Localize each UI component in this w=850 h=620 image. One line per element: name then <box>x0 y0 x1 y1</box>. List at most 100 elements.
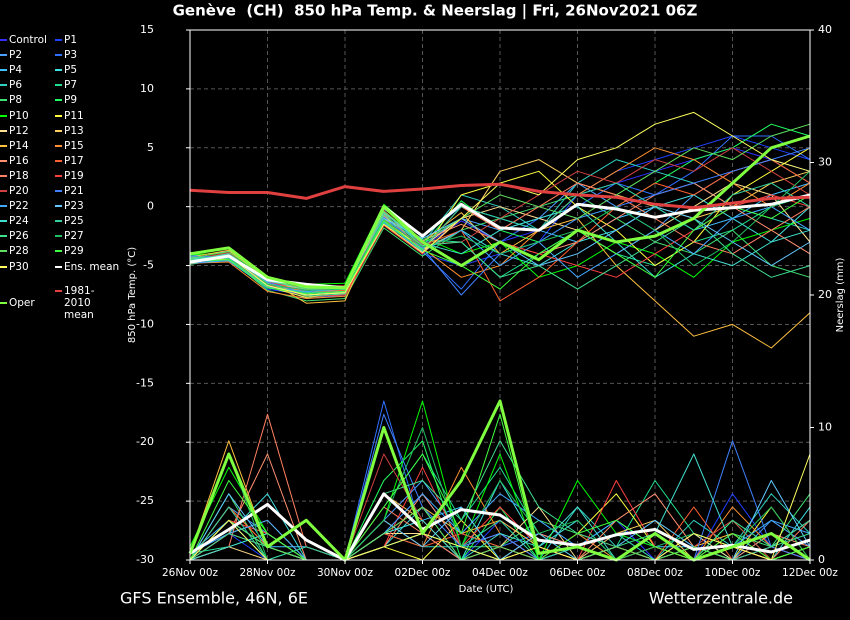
legend-swatch <box>0 265 7 268</box>
legend-item: P11 <box>55 110 121 122</box>
legend-swatch <box>55 54 62 57</box>
legend-item: Ens. mean <box>55 261 121 273</box>
legend-label: P3 <box>64 49 78 62</box>
x-tick-label: 08Dec 00z <box>627 567 683 579</box>
x-tick-label: 28Nov 00z <box>239 567 296 579</box>
legend-label: P26 <box>9 230 29 243</box>
legend-swatch <box>55 144 62 147</box>
legend-label: P10 <box>9 109 29 122</box>
legend-swatch <box>0 144 7 147</box>
legend-label: P2 <box>9 49 23 62</box>
legend-item: P21 <box>55 185 121 197</box>
legend-label: Ens. mean <box>64 260 120 273</box>
y2-tick-label: 40 <box>818 23 832 36</box>
legend-item: Control <box>0 34 66 46</box>
legend-item: P23 <box>55 200 121 212</box>
legend-item: P9 <box>55 94 121 106</box>
precip-line <box>189 413 811 561</box>
x-tick-label: 30Nov 00z <box>317 567 374 579</box>
legend-label: Control <box>9 34 47 46</box>
x-tick-label: 26Nov 00z <box>162 567 219 579</box>
legend-item: P7 <box>55 79 121 91</box>
y-tick-label: -30 <box>136 553 154 566</box>
temp-line <box>189 182 811 294</box>
legend-item: P16 <box>0 155 66 167</box>
legend-label: P12 <box>9 124 29 137</box>
x-tick-label: 12Dec 00z <box>782 567 838 579</box>
legend-swatch <box>55 159 62 162</box>
legend-swatch <box>55 289 62 292</box>
legend-label: P30 <box>9 260 29 273</box>
legend-swatch <box>55 250 62 253</box>
legend-item: P29 <box>55 245 121 257</box>
legend-swatch <box>0 39 7 41</box>
legend-label: P27 <box>64 230 84 243</box>
legend-swatch <box>0 54 7 57</box>
legend-label: P21 <box>64 185 84 197</box>
legend-swatch <box>55 39 62 41</box>
legend-label: P4 <box>9 64 23 77</box>
precip-line <box>188 399 811 562</box>
legend-swatch <box>55 99 62 102</box>
y-tick-label: 15 <box>140 23 154 36</box>
legend-swatch <box>55 190 62 192</box>
legend-swatch <box>0 129 7 132</box>
legend-swatch <box>0 235 7 238</box>
legend-item: P14 <box>0 140 66 152</box>
y-tick-label: 10 <box>140 82 154 95</box>
legend-label: P9 <box>64 94 78 107</box>
chart-title: Genève (CH) 850 hPa Temp. & Neerslag | F… <box>173 2 698 21</box>
legend-item: P25 <box>55 215 121 227</box>
legend-label: P19 <box>64 169 84 182</box>
legend-item: P27 <box>55 230 121 242</box>
legend-label: P23 <box>64 200 84 213</box>
legend-swatch <box>55 129 62 132</box>
legend-swatch <box>0 301 7 304</box>
x-tick-label: 02Dec 00z <box>395 567 451 579</box>
legend-label: P22 <box>9 200 29 213</box>
y2-tick-label: 30 <box>818 156 832 169</box>
legend-swatch <box>55 174 62 177</box>
legend-label: P16 <box>9 154 29 167</box>
legend-swatch <box>55 205 62 208</box>
legend-item: P12 <box>0 125 66 137</box>
legend-label: P8 <box>9 94 23 107</box>
legend-swatch <box>0 84 7 87</box>
legend-item: P24 <box>0 215 66 227</box>
legend-label: P25 <box>64 215 84 228</box>
legend-item: P20 <box>0 185 66 197</box>
y-tick-label: 0 <box>147 200 154 213</box>
legend-swatch <box>0 99 7 102</box>
y-tick-label: -5 <box>143 259 154 272</box>
legend-label: P1 <box>64 34 78 46</box>
legend-item: P4 <box>0 64 66 76</box>
x-tick-label: 06Dec 00z <box>550 567 606 579</box>
footer-right: Wetterzentrale.de <box>649 589 793 608</box>
y2-tick-label: 20 <box>818 288 832 301</box>
legend-item: P13 <box>55 125 121 137</box>
legend-swatch <box>55 265 62 268</box>
temp-line <box>189 123 811 290</box>
legend-item: P2 <box>0 49 66 61</box>
y-tick-label: -25 <box>136 494 154 507</box>
legend-label: P24 <box>9 215 29 228</box>
legend-item: Oper <box>0 297 66 309</box>
legend-swatch <box>0 190 7 192</box>
legend-label: P15 <box>64 139 84 152</box>
x-axis-label: Date (UTC) <box>459 584 514 595</box>
x-tick-label: 10Dec 00z <box>705 567 761 579</box>
legend-item: P8 <box>0 94 66 106</box>
legend-label: P28 <box>9 245 29 258</box>
y-tick-label: -10 <box>136 317 154 330</box>
legend-item: P28 <box>0 245 66 257</box>
legend-item: P22 <box>0 200 66 212</box>
legend-swatch <box>0 250 7 253</box>
legend-item: P26 <box>0 230 66 242</box>
y2-axis-label: Neerslag (mm) <box>835 257 846 332</box>
temp-line <box>189 182 811 210</box>
legend-label: P14 <box>9 139 29 152</box>
legend-swatch <box>55 220 62 223</box>
legend-swatch <box>55 84 62 87</box>
legend-swatch <box>55 235 62 238</box>
